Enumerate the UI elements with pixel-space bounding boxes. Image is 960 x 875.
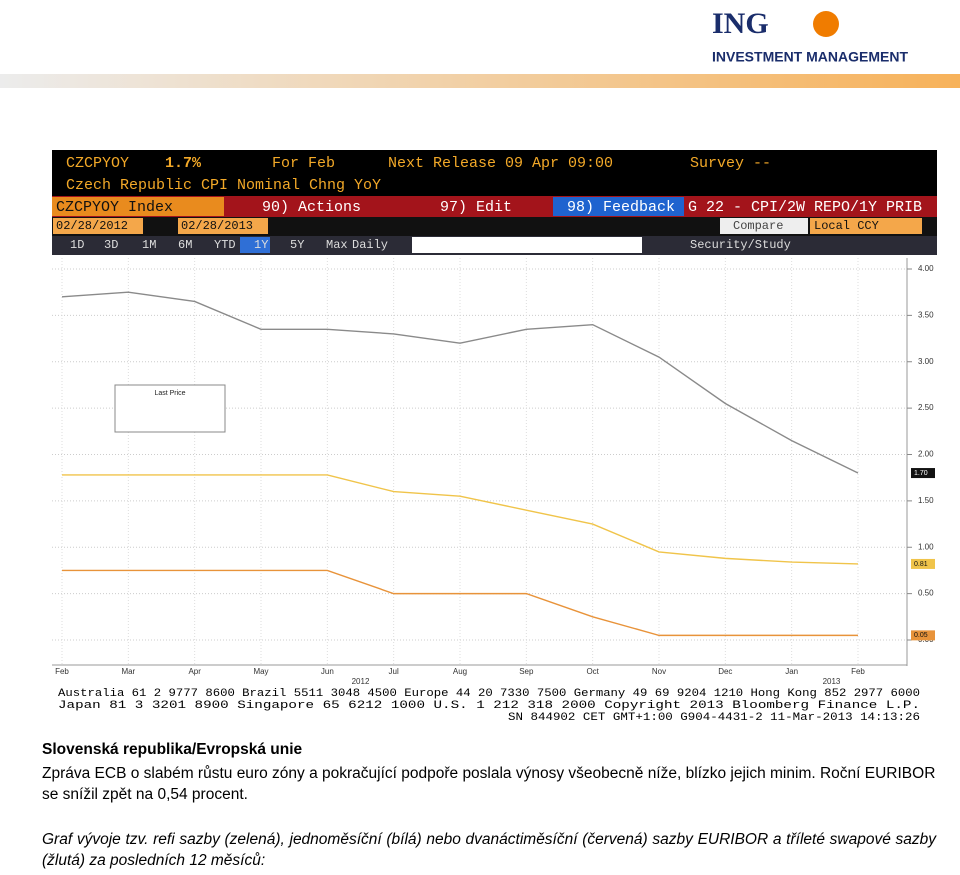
end-date-field[interactable]	[178, 218, 268, 234]
edit[interactable]: 97) Edit	[440, 199, 512, 216]
y-tick-label: 1.50	[918, 496, 934, 505]
period-button[interactable]: 1Y	[254, 238, 268, 252]
end-date: 02/28/2013	[181, 219, 253, 233]
x-year-label: 2013	[823, 677, 841, 686]
header-band	[0, 74, 960, 88]
toolbar-row	[52, 196, 937, 217]
y-tick-label: 4.00	[918, 264, 934, 273]
period-button[interactable]: 5Y	[290, 238, 304, 252]
logo: ING	[712, 7, 769, 40]
paragraph: Zpráva ECB o slabém růstu euro zóny a po…	[42, 765, 936, 803]
currency-field[interactable]	[810, 218, 922, 234]
legend	[114, 384, 226, 433]
terminal-header	[52, 150, 937, 196]
next-release: Next Release 09 Apr 09:00	[388, 155, 613, 172]
date-row	[52, 217, 937, 236]
feedback-button[interactable]	[553, 197, 684, 216]
x-tick-label: Nov	[652, 667, 666, 676]
period-button[interactable]: YTD	[214, 238, 236, 252]
caption: Graf vývoje tzv. refi sazby (zelená), je…	[42, 831, 936, 869]
search-field[interactable]	[412, 237, 642, 253]
actions[interactable]: 90) Actions	[262, 199, 361, 216]
period-button[interactable]: 3D	[104, 238, 118, 252]
period-button[interactable]: 1M	[142, 238, 156, 252]
ticker: CZCPYOY	[66, 155, 129, 172]
terminal-footer: Australia 61 2 9777 8600 Brazil 5511 304…	[58, 688, 920, 700]
y-tick-label: 3.00	[918, 357, 934, 366]
start-date: 02/28/2012	[56, 219, 128, 233]
x-tick-label: Apr	[188, 667, 201, 676]
x-tick-label: Aug	[453, 667, 467, 676]
security-field[interactable]	[52, 197, 224, 216]
x-tick-label: Jun	[321, 667, 334, 676]
graph-name: G 22 - CPI/2W REPO/1Y PRIB	[688, 199, 922, 216]
series-line	[62, 474, 859, 565]
heading: Slovenská republika/Evropská unie	[42, 741, 303, 758]
last: 1.7%	[165, 155, 202, 172]
x-year-label: 2012	[352, 677, 370, 686]
terminal-footer: SN 844902 CET GMT+1:00 G904-4431-2 11-Ma…	[508, 712, 920, 724]
y-tick-label: 3.50	[918, 310, 934, 319]
series-line	[61, 291, 859, 474]
feedback[interactable]: 98) Feedback	[567, 199, 675, 216]
last-price-label: 1.70	[914, 470, 928, 477]
survey: Survey --	[690, 155, 771, 172]
description: Czech Republic CPI Nominal Chng YoY	[66, 177, 381, 194]
logo-lion	[813, 11, 839, 37]
x-tick-label: Mar	[121, 667, 135, 676]
period-selected	[240, 237, 270, 253]
plot-area	[52, 256, 937, 666]
period: For Feb	[272, 155, 335, 172]
study[interactable]: Security/Study	[690, 238, 791, 252]
x-tick-label: Jul	[389, 667, 399, 676]
x-tick-label: Oct	[586, 667, 599, 676]
last-price-label: 0.81	[914, 561, 928, 568]
logo-subtitle: INVESTMENT MANAGEMENT	[712, 49, 908, 65]
last-price-marker	[911, 630, 935, 641]
terminal-footer: Japan 81 3 3201 8900 Singapore 65 6212 1…	[58, 700, 920, 712]
compare: Compare	[733, 219, 783, 233]
frequency[interactable]: Daily	[352, 238, 388, 252]
period-button[interactable]: 6M	[178, 238, 192, 252]
period-button[interactable]: Max	[326, 238, 348, 252]
y-tick-label: 1.00	[918, 542, 934, 551]
period-button[interactable]: 1D	[70, 238, 84, 252]
x-tick-label: Sep	[519, 667, 534, 676]
last-price-marker	[911, 468, 935, 479]
y-tick-label: 2.50	[918, 403, 934, 412]
legend-title: Last Price	[154, 390, 185, 397]
security: CZCPYOY Index	[56, 199, 173, 216]
last-price-marker	[911, 558, 935, 569]
series-line	[62, 569, 858, 637]
x-tick-label: Feb	[55, 667, 69, 676]
last-price-label: 0.05	[914, 632, 928, 639]
start-date-field[interactable]	[53, 218, 143, 234]
x-tick-label: Jan	[785, 667, 798, 676]
compare-field[interactable]	[720, 218, 808, 234]
x-tick-label: Dec	[718, 667, 732, 676]
x-tick-label: Feb	[851, 667, 865, 676]
x-tick-label: May	[253, 667, 268, 676]
currency: Local CCY	[814, 219, 879, 233]
y-tick-label: 2.00	[918, 450, 934, 459]
y-tick-label: 0.50	[918, 589, 934, 598]
